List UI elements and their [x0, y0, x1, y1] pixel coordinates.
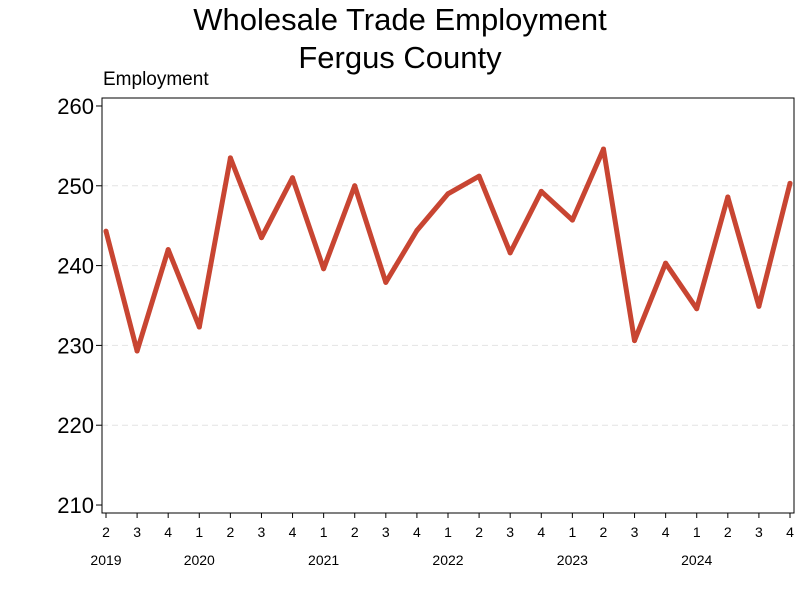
data-point	[290, 175, 296, 181]
x-tick-label: 3	[382, 524, 390, 540]
series-line-group	[103, 146, 793, 354]
data-point	[321, 266, 327, 272]
chart-title-line-1: Wholesale Trade Employment	[193, 2, 607, 37]
x-tick-label: 4	[164, 524, 172, 540]
x-tick-label: 3	[755, 524, 763, 540]
x-tick-label: 4	[786, 524, 794, 540]
data-point	[258, 235, 264, 241]
y-tick-label: 220	[57, 413, 94, 438]
y-tick-label: 260	[57, 94, 94, 119]
x-tick-label: 3	[133, 524, 141, 540]
data-point	[414, 227, 420, 233]
x-tick-label: 4	[662, 524, 670, 540]
year-label: 2022	[432, 552, 463, 568]
data-point	[134, 348, 140, 354]
y-tick-label: 240	[57, 254, 94, 279]
data-point	[663, 260, 669, 266]
x-tick-label: 1	[444, 524, 452, 540]
x-tick-label: 2	[475, 524, 483, 540]
x-tick-label: 3	[506, 524, 514, 540]
grid-lines	[102, 185, 794, 426]
data-point	[569, 217, 575, 223]
chart-title-line-2: Fergus County	[298, 40, 502, 75]
year-label: 2019	[90, 552, 121, 568]
x-tick-label: 2	[226, 524, 234, 540]
data-point	[538, 188, 544, 194]
x-tick-label: 2	[724, 524, 732, 540]
x-tick-label: 1	[693, 524, 701, 540]
data-point	[476, 173, 482, 179]
data-point	[787, 180, 793, 186]
x-tick-label: 3	[631, 524, 639, 540]
year-label: 2024	[681, 552, 712, 568]
x-tick-label: 2	[600, 524, 608, 540]
plot-frame	[101, 97, 795, 514]
y-tick-label: 230	[57, 333, 94, 358]
data-point	[694, 306, 700, 312]
data-point	[227, 155, 233, 161]
data-point	[383, 279, 389, 285]
x-axis: 2 3 4 1 2 3 4 1 2 3 4 1 2 3 4 1 2 3 4 1 2 3 4 2019 2020 2021 2022 2…	[90, 513, 794, 568]
data-point	[196, 324, 202, 330]
year-label: 2020	[184, 552, 215, 568]
year-label: 2023	[557, 552, 588, 568]
x-tick-label: 3	[258, 524, 266, 540]
data-point	[352, 183, 358, 189]
y-axis-label: Employment	[103, 69, 209, 90]
y-tick-label: 210	[57, 493, 94, 518]
data-point	[445, 191, 451, 197]
x-tick-label: 4	[413, 524, 421, 540]
x-tick-label: 2	[102, 524, 110, 540]
data-point	[103, 228, 109, 234]
data-point	[632, 338, 638, 344]
data-point	[165, 247, 171, 253]
y-axis: 210 220 230 240 250 260	[57, 94, 102, 518]
year-label: 2021	[308, 552, 339, 568]
x-tick-label: 2	[351, 524, 359, 540]
x-tick-label: 4	[537, 524, 545, 540]
x-tick-label: 1	[320, 524, 328, 540]
x-tick-label: 4	[289, 524, 297, 540]
data-point	[600, 146, 606, 152]
x-tick-label: 1	[568, 524, 576, 540]
data-point	[756, 303, 762, 309]
data-point	[507, 250, 513, 256]
series-line	[103, 146, 793, 354]
x-tick-label: 1	[195, 524, 203, 540]
y-tick-label: 250	[57, 174, 94, 199]
data-point	[725, 194, 731, 200]
